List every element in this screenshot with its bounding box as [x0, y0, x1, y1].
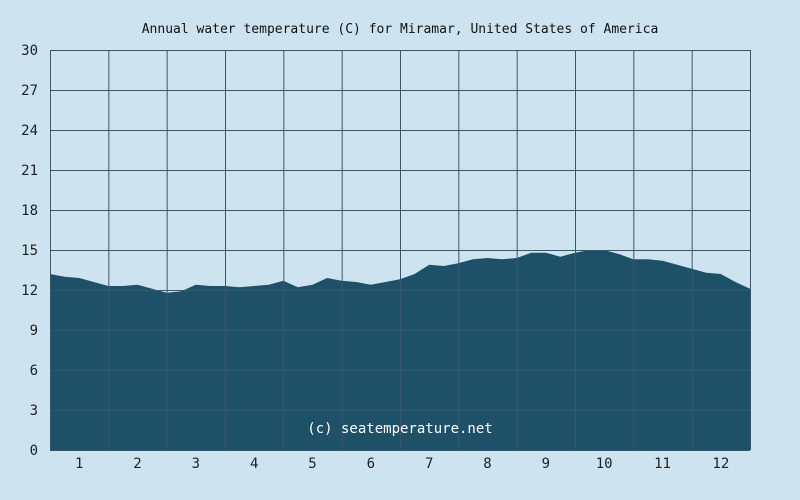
watermark: (c) seatemperature.net — [307, 421, 492, 437]
y-tick-label: 30 — [21, 43, 38, 59]
x-tick-label: 7 — [425, 456, 433, 472]
y-tick-label: 27 — [21, 83, 38, 99]
x-tick-label: 2 — [133, 456, 141, 472]
x-tick-label: 11 — [654, 456, 671, 472]
y-tick-label: 3 — [30, 403, 38, 419]
y-tick-label: 9 — [30, 323, 38, 339]
y-tick-label: 21 — [21, 163, 38, 179]
x-tick-label: 8 — [483, 456, 491, 472]
x-tick-label: 1 — [75, 456, 83, 472]
x-tick-label: 5 — [308, 456, 316, 472]
x-tick-label: 4 — [250, 456, 258, 472]
x-tick-label: 3 — [192, 456, 200, 472]
x-tick-label: 9 — [542, 456, 550, 472]
y-tick-label: 24 — [21, 123, 38, 139]
x-tick-label: 10 — [596, 456, 613, 472]
x-tick-label: 12 — [712, 456, 729, 472]
y-tick-label: 15 — [21, 243, 38, 259]
x-tick-label: 6 — [367, 456, 375, 472]
y-axis-ticks: 0 3 6 9 12 15 18 21 24 27 30 — [21, 43, 38, 459]
y-tick-label: 12 — [21, 283, 38, 299]
chart-title: Annual water temperature (C) for Miramar… — [142, 22, 659, 37]
grid-lines — [50, 50, 751, 451]
y-tick-label: 0 — [30, 443, 38, 459]
y-tick-label: 18 — [21, 203, 38, 219]
y-tick-label: 6 — [30, 363, 38, 379]
x-axis-ticks: 1 2 3 4 5 6 7 8 9 10 11 12 — [75, 456, 729, 472]
